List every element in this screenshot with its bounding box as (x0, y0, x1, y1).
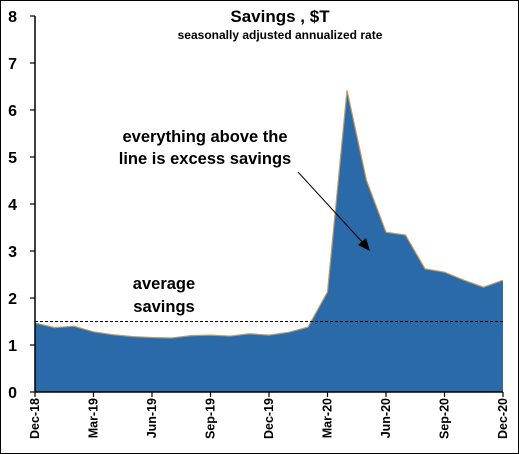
y-tick-label: 7 (8, 56, 17, 73)
y-tick-label: 4 (8, 197, 17, 214)
x-tick-label: Jun-20 (379, 398, 393, 438)
y-tick-label: 1 (8, 338, 17, 355)
y-tick-label: 5 (8, 150, 17, 167)
savings-area (35, 90, 503, 392)
x-tick-label: Dec-19 (262, 398, 276, 439)
chart-subtitle: seasonally adjusted annualized rate (178, 28, 383, 42)
annotation-arrow (297, 171, 370, 251)
y-tick-label: 0 (8, 385, 17, 402)
y-tick-layer: 0 1 2 3 4 5 6 7 8 (8, 9, 35, 402)
area-layer (34, 90, 504, 392)
x-tick-label: Dec-20 (496, 398, 510, 439)
excess-annotation-line2: line is excess savings (119, 150, 291, 168)
savings-area-edge (34, 90, 504, 339)
x-tick-label: Sep-20 (438, 398, 452, 439)
x-tick-label: Jun-19 (145, 398, 159, 438)
x-tick-layer: Dec-18 Mar-19 Jun-19 Sep-19 Dec-19 Mar-20 Jun-… (28, 392, 510, 439)
y-tick-label: 6 (8, 103, 17, 120)
average-annotation-line2: savings (133, 298, 194, 316)
x-tick-label: Sep-19 (204, 398, 218, 439)
x-tick-label: Mar-20 (321, 398, 335, 438)
y-tick-label: 2 (8, 291, 17, 308)
x-tick-label: Dec-18 (28, 398, 42, 439)
chart-title: Savings , $T (230, 7, 330, 26)
y-tick-label: 8 (8, 9, 17, 26)
average-annotation-line1: average (133, 275, 195, 293)
x-tick-label: Mar-19 (87, 398, 101, 438)
excess-annotation-line1: everything above the (122, 128, 287, 146)
y-tick-label: 3 (8, 244, 17, 261)
